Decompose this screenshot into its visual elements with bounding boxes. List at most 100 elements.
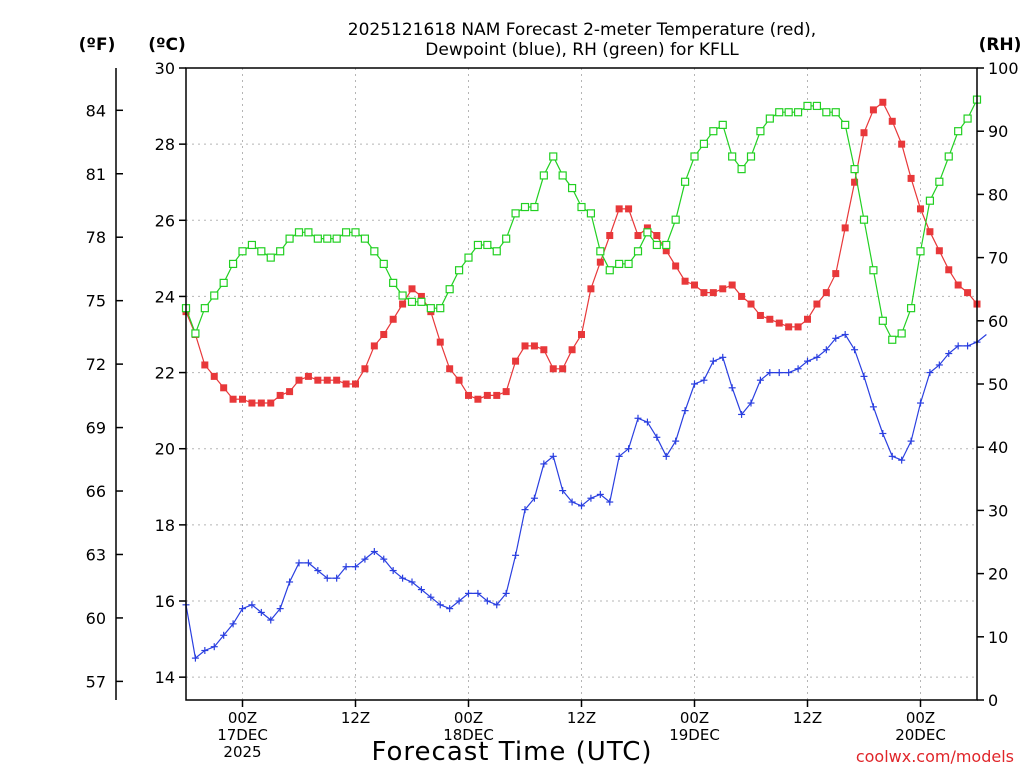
celsius-unit-label: (ºC) [148,35,186,55]
dewpoint-point [691,380,698,388]
dewpoint-point [869,403,877,411]
rh-point [916,247,925,256]
rh-point [247,240,257,250]
rh-tick-label: 70 [988,249,1008,268]
rh-tick-label: 60 [988,312,1008,331]
temperature-point [813,300,821,308]
rh-point [520,202,530,212]
rh-point [228,259,238,269]
dewpoint-point [210,643,218,651]
rh-point [492,247,501,256]
dewpoint-point [559,487,567,495]
dewpoint-point [389,567,397,575]
rh-point [558,171,567,180]
dewpoint-point [352,563,359,571]
dewpoint-point [295,559,303,567]
chart-title-line-1: 2025121618 NAM Forecast 2-meter Temperat… [348,20,816,40]
rh-point [276,247,285,256]
temperature-point [408,285,416,293]
temperature-point [323,376,331,384]
dewpoint-point [907,437,915,445]
dewpoint-point [964,342,972,350]
rh-point [878,316,887,325]
temperature-point [286,388,294,396]
dewpoint-point [512,551,520,559]
rh-point [332,234,341,243]
dewpoint-point [879,429,887,437]
dewpoint-point [521,506,529,514]
temperature-point [568,346,576,354]
rh-point [746,152,756,161]
rh-tick-label: 50 [988,375,1008,394]
dewpoint-point [775,369,783,377]
rh-point [426,304,435,313]
dewpoint-point [625,445,633,453]
rh-point [897,329,906,338]
dewpoint-series [182,331,987,662]
series-layer [181,95,987,662]
rh-point [737,165,746,174]
temperature-point [634,232,642,240]
chart-title-line-2: Dewpoint (blue), RH (green) for KFLL [425,40,739,60]
temperature-point [267,399,275,407]
rh-point [652,240,661,250]
dewpoint-point [662,452,670,460]
x-tick-label: 00Z [228,709,257,727]
dewpoint-point [342,563,350,571]
tick-labels: 14 16 18 20 22 24 26 28 30 57 60 63 66 69 72 75 78 81 84 0 1… [86,59,1019,761]
dewpoint-point [700,376,708,384]
rh-point [944,152,953,161]
rh-point [728,152,737,161]
plot-frame [185,67,978,701]
dewpoint-point [436,601,444,609]
rh-point [266,253,275,262]
temperature-point [653,232,661,240]
dewpoint-point [191,654,199,662]
rh-point [954,127,963,136]
rh-point [662,240,671,250]
temperature-point [954,281,962,289]
fahrenheit-tick-label: 60 [86,609,106,628]
dewpoint-point [257,608,265,616]
temperature-point [257,399,265,407]
x-axis-title: Forecast Time (UTC) [371,737,652,767]
dewpoint-point [832,334,840,342]
dewpoint-point [756,376,764,384]
dewpoint-point [465,589,472,597]
rh-point [718,120,727,129]
temperature-point [869,106,877,114]
rh-point [680,177,690,186]
temperature-point [615,205,623,213]
rh-point [841,120,850,129]
rh-point [313,234,322,243]
temperature-point [888,117,896,125]
rh-tick-label: 40 [988,438,1008,457]
temperature-point [342,380,350,388]
dewpoint-point [323,574,331,582]
dewpoint-point [888,452,896,460]
temperature-point [804,315,811,323]
temperature-point [455,376,463,384]
rh-point [615,259,624,269]
dewpoint-point [935,361,943,369]
temperature-point [766,315,774,323]
dewpoint-point [286,578,294,586]
rh-point [370,247,379,256]
x-tick-label: 17DEC [217,726,268,744]
rh-point [200,304,209,313]
fahrenheit-tick-label: 72 [86,355,106,374]
temperature-point [399,300,407,308]
temperature-point [709,289,717,297]
dewpoint-point [813,353,821,361]
dewpoint-point [361,555,369,563]
dewpoint-point [220,631,228,639]
rh-point [699,139,709,148]
temperature-point [681,277,689,285]
temperature-point [352,380,359,388]
temperature-point [775,319,783,327]
dewpoint-point [785,369,793,377]
celsius-tick-label: 16 [155,592,175,611]
fahrenheit-tick-label: 69 [86,419,106,438]
rh-point [775,108,784,117]
